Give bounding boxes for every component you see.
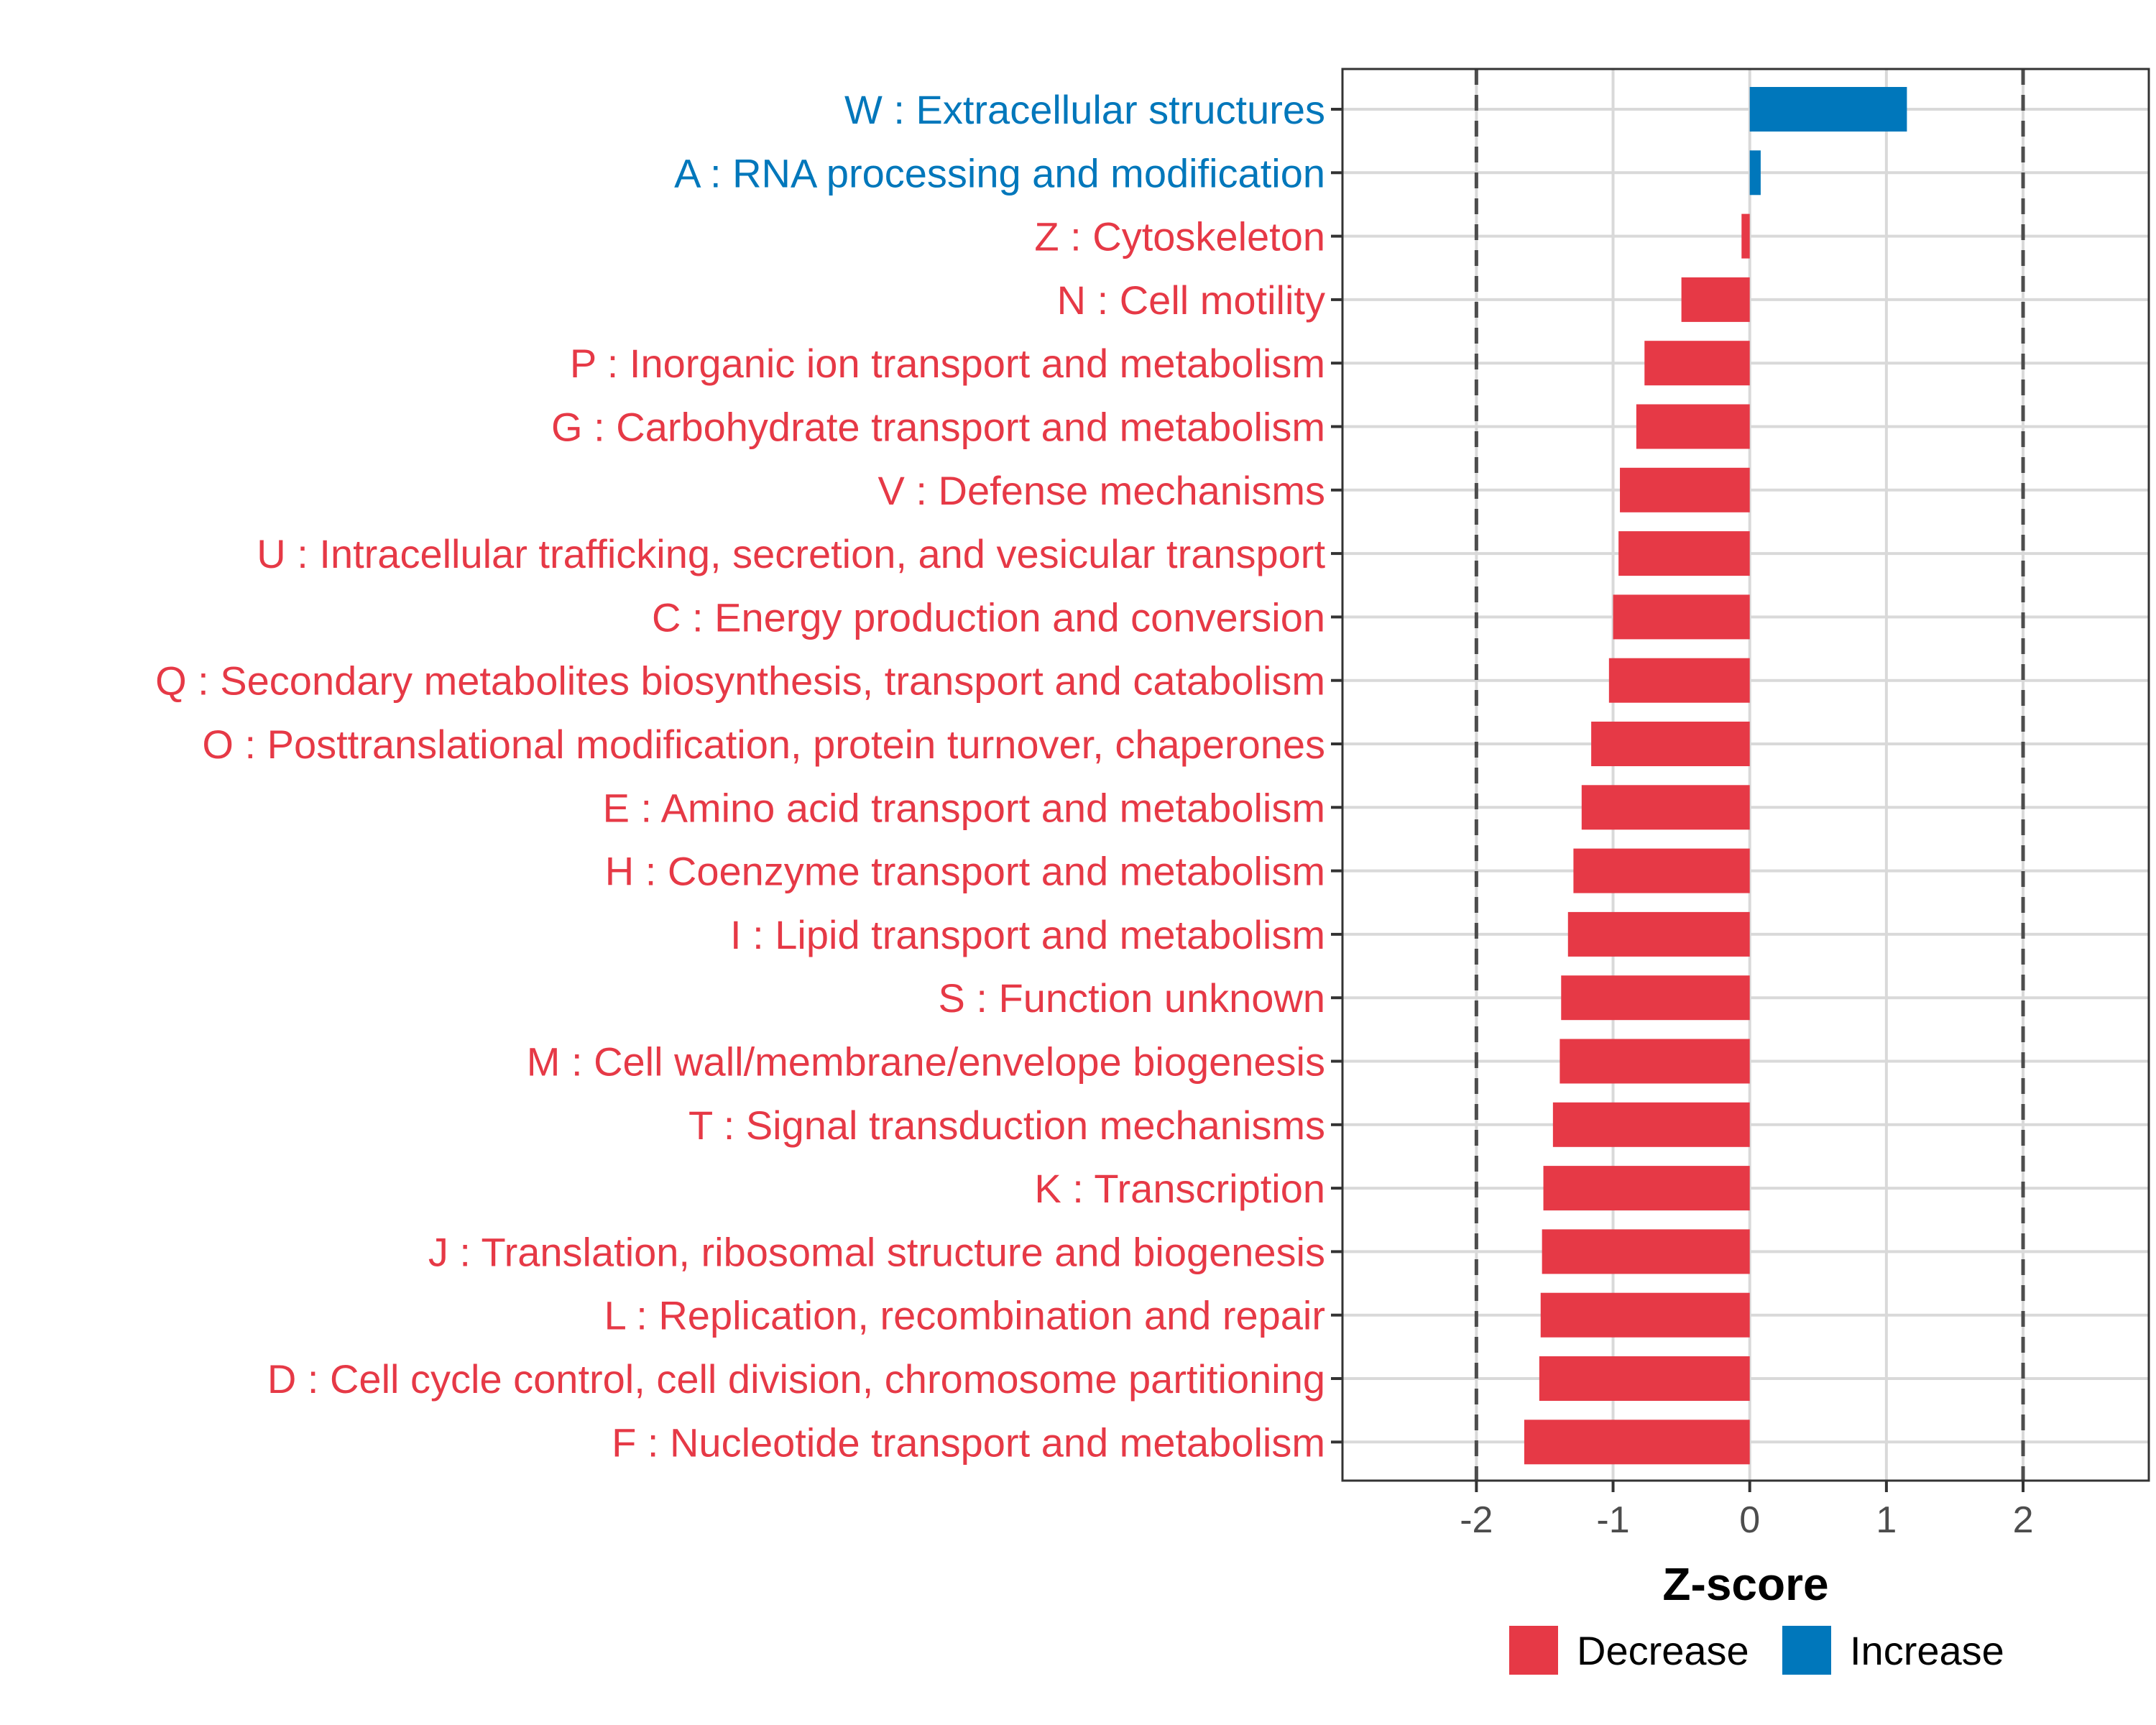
bar-increase [1749,150,1761,196]
category-label: U : Intracellular trafficking, secretion… [257,531,1325,576]
legend-key-increase [1782,1626,1831,1675]
category-label: P : Inorganic ion transport and metaboli… [570,341,1325,386]
bar-decrease [1524,1420,1750,1465]
category-label: G : Carbohydrate transport and metabolis… [551,405,1325,450]
bar-decrease [1618,531,1750,576]
category-label: Q : Secondary metabolites biosynthesis, … [155,658,1325,704]
category-label: N : Cell motility [1057,277,1325,323]
bar-decrease [1560,1039,1750,1084]
category-label: K : Transcription [1034,1166,1325,1211]
x-axis-ticks: -2 -1 0 1 2 [1460,1481,2034,1541]
bar-decrease [1613,594,1750,640]
legend-label-decrease: Decrease [1577,1628,1749,1673]
x-tick-label: 2 [2013,1499,2034,1541]
category-label: V : Defense mechanisms [878,468,1325,513]
category-label: L : Replication, recombination and repai… [604,1293,1325,1338]
bar-decrease [1591,722,1750,766]
category-label: E : Amino acid transport and metabolism [603,785,1325,830]
bar-decrease [1542,1229,1750,1274]
bar-decrease [1573,848,1750,893]
category-label: W : Extracellular structures [844,87,1325,132]
legend: Decrease Increase [1509,1626,2004,1675]
category-label: O : Posttranslational modification, prot… [202,722,1325,767]
category-label: J : Translation, ribosomal structure and… [428,1229,1325,1274]
legend-label-increase: Increase [1850,1628,2004,1673]
threshold-lines [1474,69,2025,1481]
y-axis-ticks [1331,108,1342,1444]
category-label: Z : Cytoskeleton [1034,214,1325,259]
panel-border [1341,68,2150,1482]
category-label: D : Cell cycle control, cell division, c… [267,1356,1325,1402]
category-label: T : Signal transduction mechanisms [688,1103,1325,1148]
bar-decrease [1620,467,1750,512]
x-tick-label: -2 [1460,1499,1493,1541]
bar-decrease [1741,213,1750,259]
bar-increase [1749,87,1907,132]
x-axis-title: Z-score [1662,1558,1828,1610]
bar-decrease [1552,1102,1750,1147]
bar-decrease [1636,404,1750,449]
bar-decrease [1567,911,1750,957]
x-tick-label: 0 [1739,1499,1760,1541]
category-labels: W : Extracellular structures A : RNA proc… [155,87,1325,1465]
x-tick-label: -1 [1596,1499,1629,1541]
category-label: M : Cell wall/membrane/envelope biogenes… [527,1039,1325,1085]
bar-decrease [1581,785,1750,830]
bar-decrease [1539,1356,1750,1401]
category-label: C : Energy production and conversion [652,594,1325,640]
bar-decrease [1543,1166,1750,1211]
category-label: A : RNA processing and modification [674,150,1325,196]
bar-decrease [1681,277,1750,322]
bar-decrease [1561,975,1750,1021]
x-tick-label: 1 [1876,1499,1897,1541]
category-label: F : Nucleotide transport and metabolism [612,1420,1325,1465]
bars [1524,87,1907,1465]
category-label: S : Function unknown [938,975,1325,1021]
bar-decrease [1540,1292,1750,1338]
category-label: I : Lipid transport and metabolism [730,912,1325,957]
bar-decrease [1608,658,1750,703]
bar-decrease [1644,341,1750,386]
legend-key-decrease [1509,1626,1558,1675]
category-label: H : Coenzyme transport and metabolism [605,849,1325,894]
